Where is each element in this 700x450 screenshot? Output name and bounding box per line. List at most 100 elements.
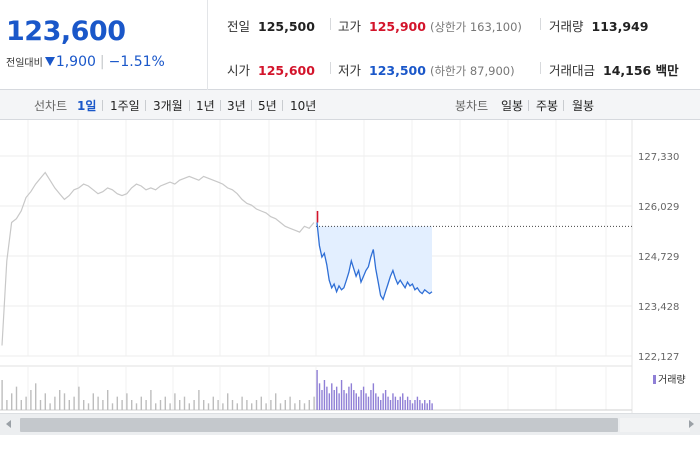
stat-divider: [330, 62, 331, 74]
volume-bar-prev: [299, 400, 301, 410]
volume-bar-prev: [183, 396, 186, 410]
volume-bar-today: [416, 396, 419, 410]
current-price: 123,600: [6, 16, 126, 47]
stat-label: 시가: [227, 63, 251, 78]
scroll-track[interactable]: [620, 418, 690, 432]
volume-legend-swatch: [653, 375, 656, 384]
stat-label: 거래량: [549, 19, 584, 34]
scroll-left-icon[interactable]: [6, 420, 11, 428]
volume-bar-prev: [198, 390, 200, 410]
change-value: 1,900: [55, 54, 96, 70]
volume-bar-prev: [102, 400, 104, 410]
chart-scrollbar[interactable]: [0, 413, 700, 435]
volume-bar-today: [357, 396, 360, 410]
period-3y[interactable]: 3년: [227, 99, 246, 113]
toolbar-divider: [563, 100, 564, 111]
scroll-thumb[interactable]: [20, 418, 618, 432]
volume-bar-prev: [284, 400, 286, 410]
volume-bar-prev: [203, 400, 205, 410]
volume-bar-prev: [121, 400, 123, 410]
volume-bar-prev: [270, 400, 272, 410]
volume-bar-prev: [97, 396, 99, 410]
volume-bar-prev: [193, 400, 195, 410]
volume-bar-today: [318, 383, 321, 410]
line-chart-label: 선차트: [34, 99, 68, 113]
volume-bar-prev: [188, 403, 190, 410]
volume-bar-prev: [59, 390, 61, 410]
stat-label: 저가: [338, 63, 362, 78]
volume-bar-prev: [222, 403, 224, 410]
volume-bar-prev: [87, 403, 90, 410]
volume-bar-prev: [303, 403, 306, 410]
volume-bar-today: [355, 393, 357, 410]
period-1d[interactable]: 1일: [77, 99, 97, 113]
candle-weekly[interactable]: 주봉: [536, 99, 559, 113]
volume-bar-today: [375, 393, 377, 410]
period-10y[interactable]: 10년: [290, 99, 317, 113]
volume-bar-today: [424, 400, 426, 410]
volume-bar-prev: [92, 393, 94, 410]
candle-daily[interactable]: 일봉: [501, 99, 524, 113]
stat-label: 고가: [338, 19, 362, 34]
volume-bar-today: [399, 396, 401, 410]
today-line: [316, 222, 433, 301]
volume-bar-today: [372, 383, 375, 410]
stat-high: 고가 125,900 (상한가 163,100): [338, 16, 522, 35]
volume-bar-today: [326, 386, 328, 410]
volume-bar-today: [360, 390, 362, 410]
volume-bar-prev: [54, 396, 56, 410]
volume-bar-today: [414, 400, 416, 410]
period-1w[interactable]: 1주일: [110, 99, 140, 113]
period-3m[interactable]: 3개월: [153, 99, 183, 113]
stat-value: 125,900: [369, 19, 426, 34]
volume-bar-prev: [227, 393, 229, 410]
volume-bar-today: [419, 400, 421, 410]
volume-bar-prev: [212, 396, 214, 410]
volume-bar-prev: [150, 390, 152, 410]
period-1y[interactable]: 1년: [196, 99, 215, 113]
volume-bar-prev: [246, 400, 248, 410]
volume-bar-today: [409, 400, 411, 410]
stat-open: 시가 125,600: [227, 60, 315, 79]
volume-bar-prev: [251, 403, 253, 410]
stat-low: 저가 123,500 (하한가 87,900): [338, 60, 515, 79]
stat-value: 125,500: [258, 19, 315, 34]
volume-bar-prev: [255, 400, 258, 410]
volume-bar-prev: [231, 400, 234, 410]
volume-bar-today: [321, 390, 323, 410]
price-chart: 127,330 126,029 124,729 123,428 122,127 거래량: [0, 120, 686, 413]
toolbar-divider: [282, 100, 283, 111]
volume-bar-today: [348, 386, 350, 410]
stat-trade-value: 거래대금 14,156 백만: [549, 60, 679, 79]
y-tick-label: 124,729: [638, 252, 679, 263]
volume-bar-today: [384, 390, 387, 410]
stat-divider: [330, 18, 331, 30]
scroll-right-icon[interactable]: [689, 420, 694, 428]
volume-bar-prev: [241, 396, 243, 410]
volume-bar-prev: [131, 400, 133, 410]
volume-bar-today: [404, 400, 406, 410]
volume-bar-prev: [279, 403, 282, 410]
volume-bar-today: [431, 403, 433, 410]
volume-bar-prev: [140, 396, 142, 410]
volume-bar-prev: [68, 400, 70, 410]
volume-bar-prev: [25, 396, 27, 410]
volume-bar-prev: [308, 400, 310, 410]
period-5y[interactable]: 5년: [258, 99, 277, 113]
stat-value: 123,500: [369, 63, 426, 78]
volume-bar-prev: [83, 400, 85, 410]
change-percent: −1.51%: [108, 54, 165, 70]
volume-bar-prev: [289, 396, 291, 410]
candle-monthly[interactable]: 월봉: [572, 99, 595, 113]
stat-volume: 거래량 113,949: [549, 16, 648, 35]
volume-bar-prev: [30, 390, 32, 410]
stat-divider: [540, 62, 541, 74]
volume-bar-today: [362, 386, 365, 410]
volume-bar-prev: [111, 403, 114, 410]
volume-bar-today: [406, 396, 409, 410]
volume-legend-label: 거래량: [658, 374, 686, 386]
volume-bar-prev: [164, 396, 166, 410]
y-tick-label: 123,428: [638, 302, 679, 313]
stat-prev-close: 전일 125,500: [227, 16, 315, 35]
volume-bar-today: [333, 390, 335, 410]
